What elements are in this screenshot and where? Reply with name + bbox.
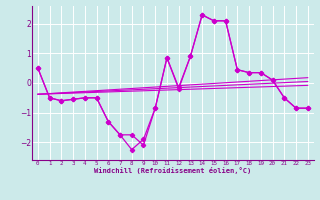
X-axis label: Windchill (Refroidissement éolien,°C): Windchill (Refroidissement éolien,°C) xyxy=(94,167,252,174)
